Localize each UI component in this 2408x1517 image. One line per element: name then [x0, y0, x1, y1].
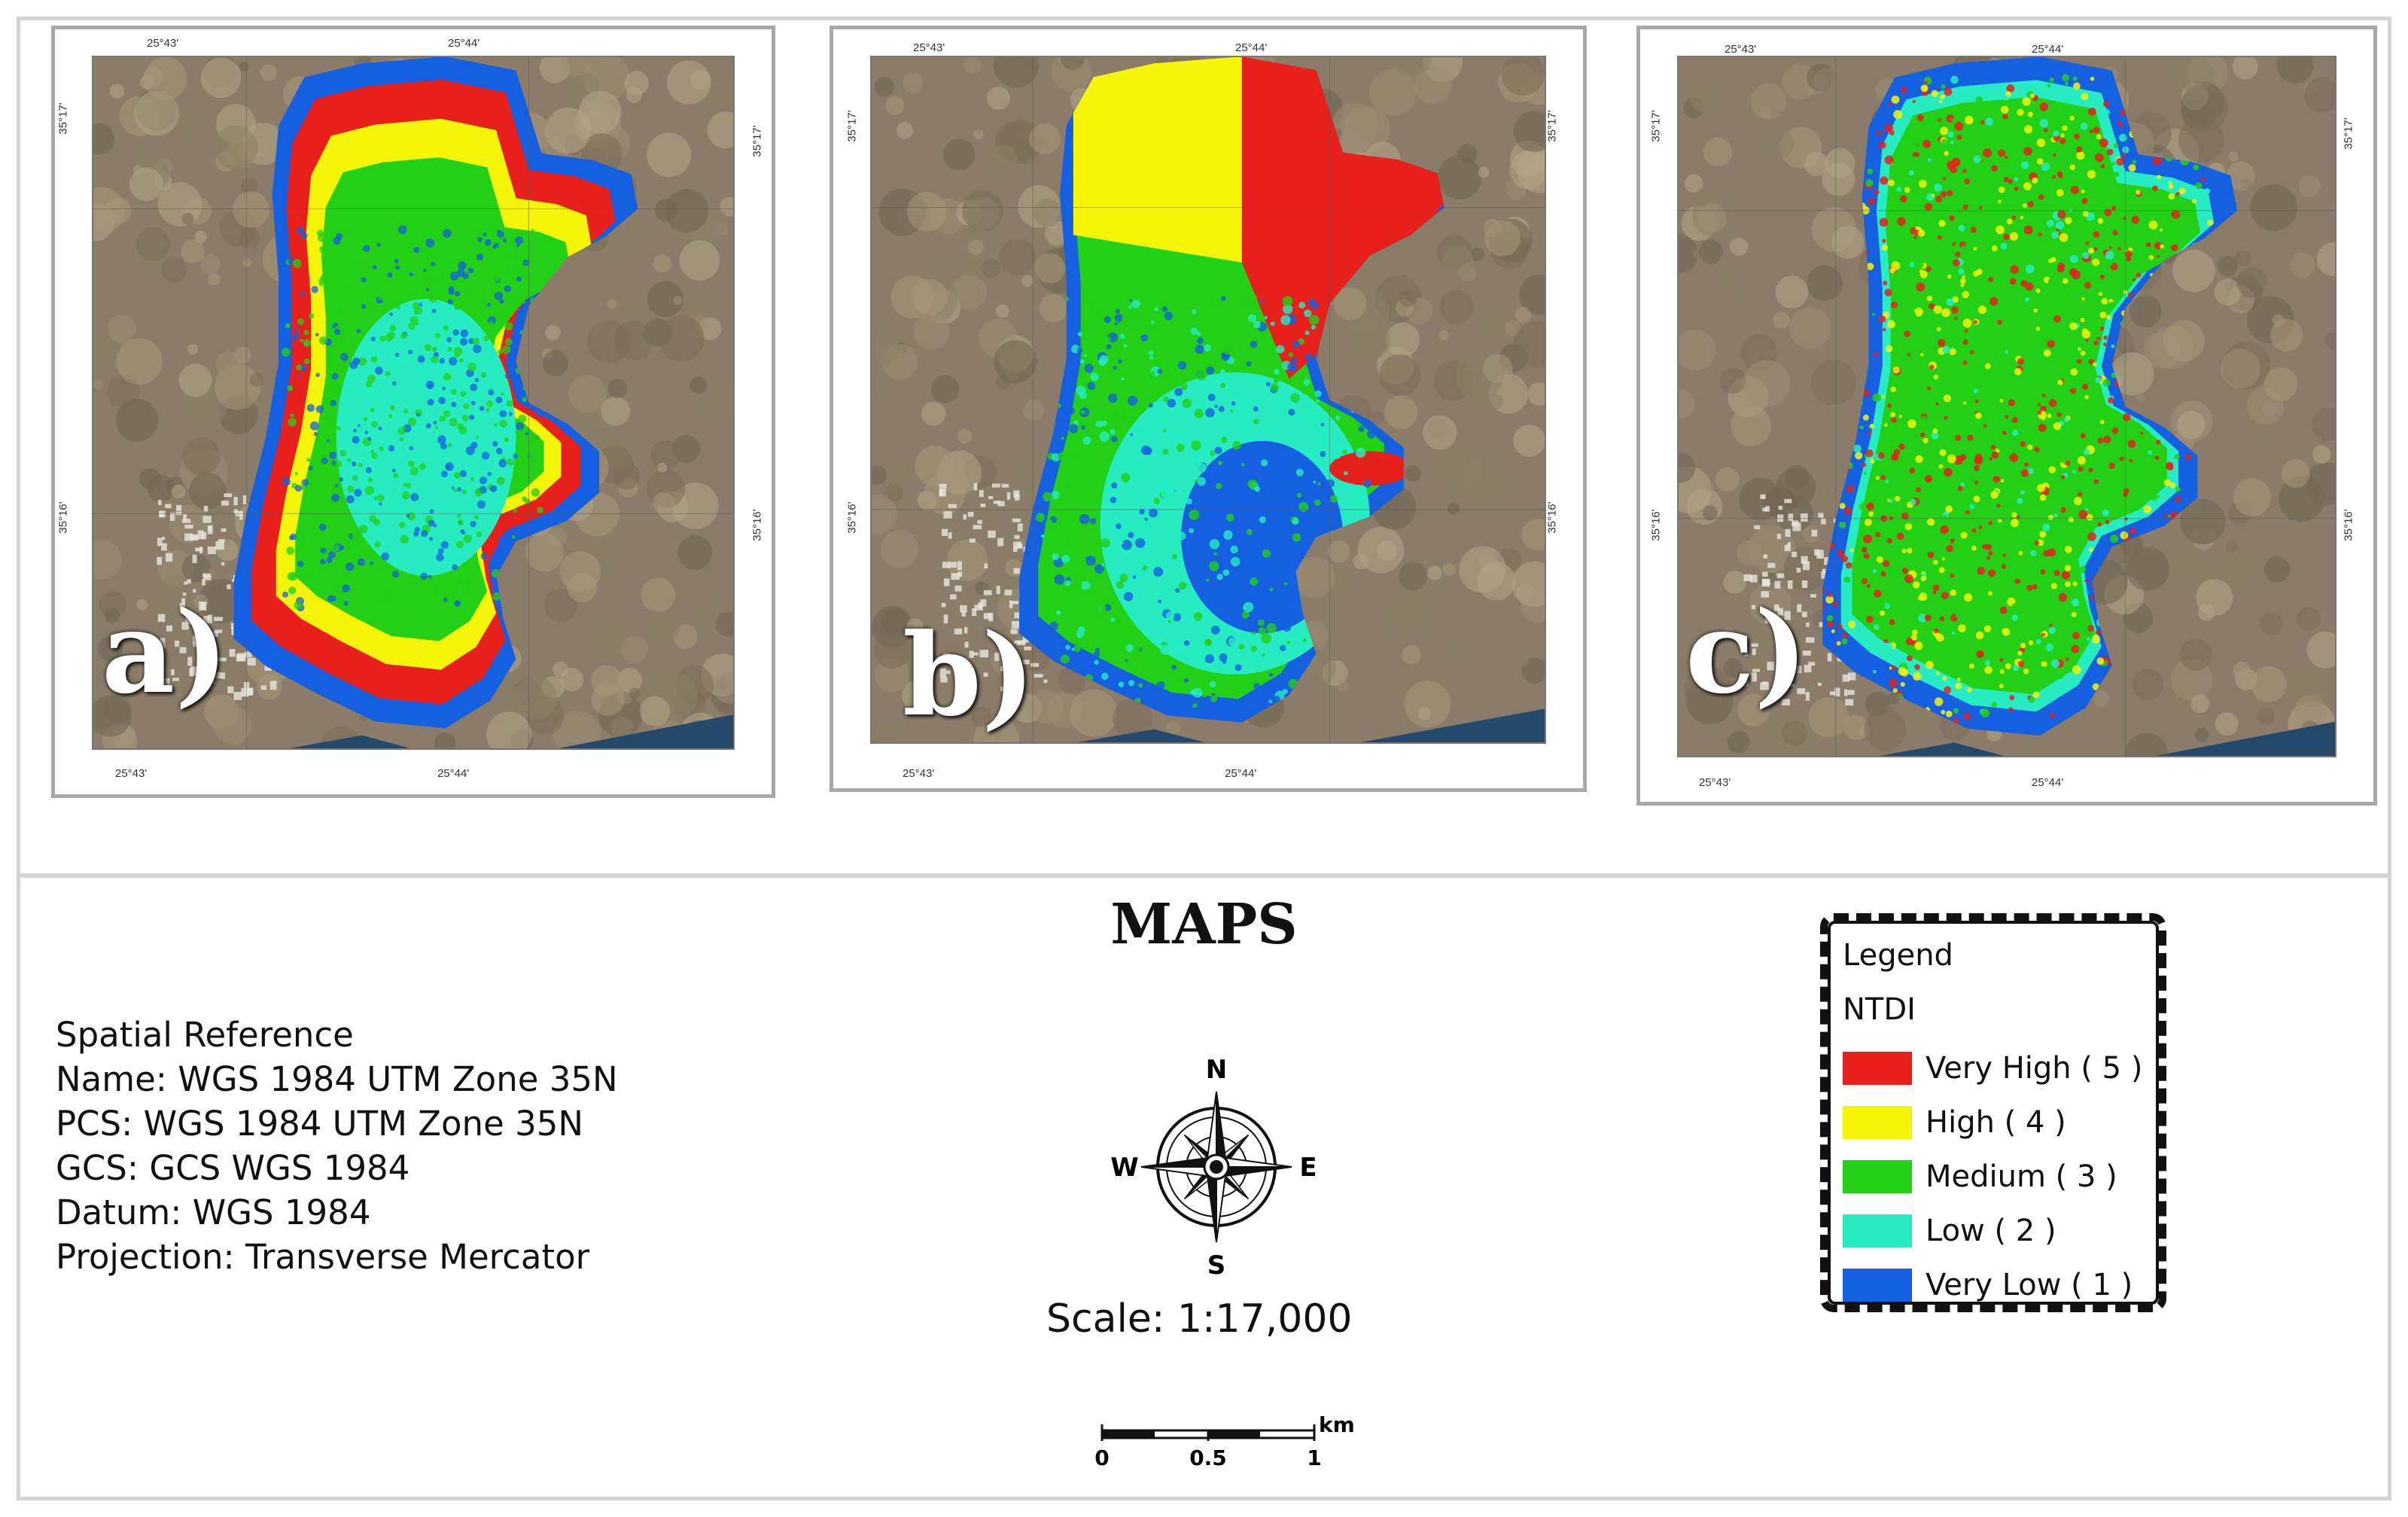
legend-item-very-high: Very High ( 5 )	[1843, 1041, 2156, 1095]
legend-item-low: Low ( 2 )	[1843, 1204, 2156, 1258]
spatial-projection: Projection: Transverse Mercator	[56, 1237, 590, 1277]
lon-label-bottom-right: 25°44'	[1225, 767, 1257, 780]
lon-label-bottom-left: 25°43'	[115, 767, 148, 780]
lon-label-bottom-left: 25°43'	[1699, 776, 1731, 789]
legend-label: High ( 4 )	[1925, 1105, 2066, 1140]
legend-label: Very Low ( 1 )	[1925, 1268, 2133, 1302]
scale-tick-1: 0.5	[1189, 1445, 1227, 1470]
legend-label: Medium ( 3 )	[1925, 1159, 2117, 1194]
map-panel-a: 25°43' 25°44' 25°43' 25°44' 35°17' 35°16…	[51, 26, 775, 798]
legend-title: Legend	[1843, 938, 1953, 973]
scale-tick-0: 0	[1094, 1445, 1109, 1470]
spatial-name: Name: WGS 1984 UTM Zone 35N	[56, 1059, 618, 1099]
legend-layer-name: NTDI	[1843, 992, 1916, 1027]
lon-label-top-right: 25°44'	[2032, 43, 2064, 56]
scale-unit: km	[1319, 1414, 1355, 1437]
compass-w-label: W	[1110, 1153, 1139, 1183]
lon-label-bottom-right: 25°44'	[2032, 776, 2064, 789]
panel-label-a: a)	[102, 586, 229, 719]
map-panel-b: 25°43' 25°44' 25°43' 25°44' 35°17' 35°16…	[830, 26, 1587, 792]
map-image-a	[92, 56, 735, 750]
legend-swatch	[1843, 1052, 1912, 1085]
lat-label-left-top: 35°17'	[56, 102, 70, 135]
spatial-gcs: GCS: GCS WGS 1984	[56, 1148, 410, 1188]
panel-label-c: c)	[1685, 586, 1808, 719]
section-divider	[17, 873, 2391, 878]
map-panel-c: 25°43' 25°44' 25°43' 25°44' 35°17' 35°16…	[1636, 26, 2377, 806]
lon-label-top-left: 25°43'	[1725, 43, 1757, 56]
figure-title: MAPS	[1110, 892, 1298, 957]
compass-s-label: S	[1207, 1250, 1226, 1278]
lat-label-left-bottom: 35°16'	[845, 501, 859, 534]
scale-text: Scale: 1:17,000	[1046, 1296, 1353, 1342]
lon-label-bottom-right: 25°44'	[437, 767, 470, 780]
lat-label-left-top: 35°17'	[1649, 110, 1663, 142]
legend-label: Very High ( 5 )	[1925, 1051, 2143, 1086]
legend-swatch	[1843, 1106, 1912, 1139]
panel-label-b: b)	[903, 609, 1035, 742]
spatial-datum: Datum: WGS 1984	[56, 1193, 371, 1232]
spatial-pcs: PCS: WGS 1984 UTM Zone 35N	[56, 1104, 583, 1144]
lat-label-right-top: 35°17'	[750, 125, 764, 157]
compass-e-label: E	[1299, 1153, 1317, 1183]
north-arrow-compass-icon: N S E W	[1110, 1055, 1317, 1278]
lat-label-right-top: 35°17'	[2342, 117, 2355, 150]
lon-label-top-right: 25°44'	[1235, 41, 1268, 54]
spatial-reference-block: Spatial Reference Name: WGS 1984 UTM Zon…	[56, 1013, 618, 1279]
lon-label-top-right: 25°44'	[448, 37, 480, 50]
scale-tick-2: 1	[1307, 1445, 1321, 1470]
legend-swatch	[1843, 1214, 1912, 1247]
compass-n-label: N	[1206, 1055, 1227, 1085]
legend-item-medium: Medium ( 3 )	[1843, 1150, 2156, 1204]
map-image-b	[870, 56, 1546, 744]
lat-label-left-top: 35°17'	[845, 110, 859, 142]
lat-label-left-bottom: 35°16'	[1649, 509, 1663, 541]
legend-label: Low ( 2 )	[1925, 1214, 2056, 1248]
legend-item-high: High ( 4 )	[1843, 1095, 2156, 1150]
lat-label-right-bottom: 35°16'	[2342, 509, 2355, 541]
lon-label-top-left: 25°43'	[913, 41, 945, 54]
lon-label-top-left: 25°43'	[147, 37, 179, 50]
legend-swatch	[1843, 1269, 1912, 1302]
scale-bar: km 0 0.5 1	[1094, 1414, 1355, 1470]
legend-box: Legend NTDI Very High ( 5 ) High ( 4 ) M…	[1820, 913, 2166, 1312]
lat-label-right-bottom: 35°16'	[1545, 501, 1559, 534]
lat-label-right-top: 35°17'	[1545, 110, 1559, 142]
lat-label-right-bottom: 35°16'	[750, 509, 764, 541]
legend-item-very-low: Very Low ( 1 )	[1843, 1258, 2156, 1312]
lon-label-bottom-left: 25°43'	[903, 767, 935, 780]
map-image-c	[1677, 56, 2336, 757]
spatial-heading: Spatial Reference	[56, 1015, 354, 1055]
lat-label-left-bottom: 35°16'	[56, 501, 70, 534]
legend-swatch	[1843, 1160, 1912, 1193]
figure-frame	[17, 17, 2391, 1500]
